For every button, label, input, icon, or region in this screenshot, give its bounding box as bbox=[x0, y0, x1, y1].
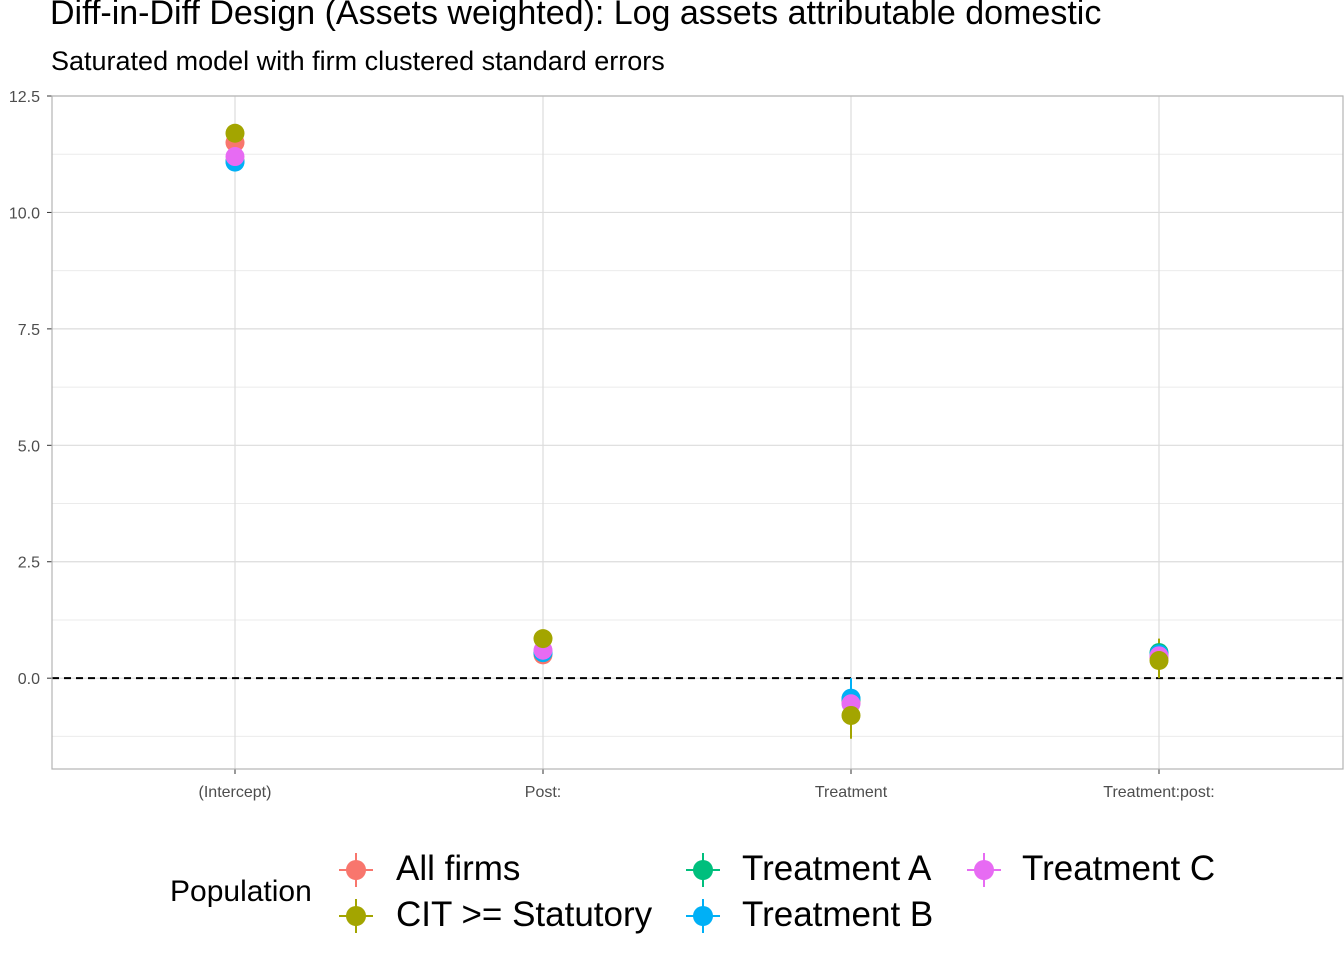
legend-title: Population bbox=[170, 875, 312, 908]
data-points bbox=[225, 123, 1169, 739]
axes: 0.0 2.5 5.0 7.5 10.0 12.5 (Intercept) Post: Trea… bbox=[9, 89, 1344, 801]
data-point bbox=[841, 705, 861, 725]
legend-key-dot bbox=[693, 860, 713, 880]
y-tick-label: 10.0 bbox=[9, 205, 40, 222]
legend-label: Treatment C bbox=[1022, 849, 1216, 888]
x-tick-label: Treatment bbox=[815, 784, 888, 801]
y-tick-label: 0.0 bbox=[18, 671, 40, 688]
legend-key-dot bbox=[693, 906, 713, 926]
y-tick-label: 7.5 bbox=[18, 322, 40, 339]
y-tick-label: 12.5 bbox=[9, 89, 40, 106]
y-tick-label: 5.0 bbox=[18, 438, 40, 455]
x-tick-label: Post: bbox=[525, 784, 561, 801]
legend-key-dot bbox=[346, 860, 366, 880]
chart-subtitle: Saturated model with firm clustered stan… bbox=[51, 46, 665, 76]
legend-keys bbox=[339, 853, 1001, 933]
panel-border bbox=[51, 95, 1344, 770]
x-tick-label: (Intercept) bbox=[199, 784, 272, 801]
legend-key-dot bbox=[346, 906, 366, 926]
data-point bbox=[225, 123, 245, 143]
data-point bbox=[225, 147, 245, 167]
legend-label: Treatment B bbox=[742, 895, 934, 934]
chart-title: Diff-in-Diff Design (Assets weighted): L… bbox=[50, 0, 1102, 32]
data-point bbox=[533, 629, 553, 649]
y-tick-label: 2.5 bbox=[18, 555, 40, 572]
legend-label: All firms bbox=[396, 849, 521, 888]
legend-label: Treatment A bbox=[742, 849, 932, 888]
grid-lines bbox=[52, 95, 1343, 769]
legend-label: CIT >= Statutory bbox=[396, 895, 653, 934]
x-tick-label: Treatment:post: bbox=[1103, 784, 1214, 801]
data-point bbox=[1149, 650, 1169, 670]
legend-key-dot bbox=[974, 860, 994, 880]
